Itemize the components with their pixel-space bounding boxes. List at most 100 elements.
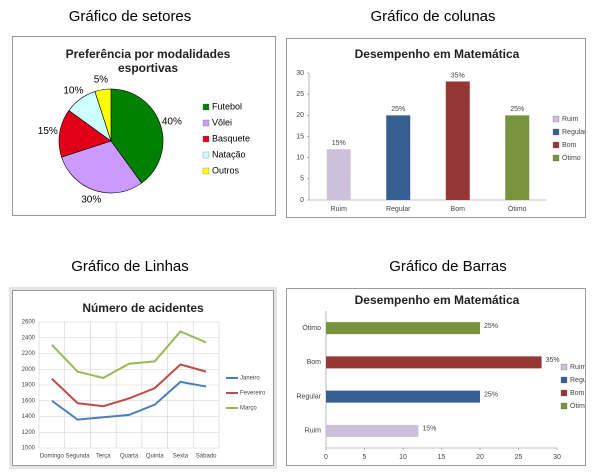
y-tick-label: 25 [296,91,304,98]
legend-label: Janeiro [240,376,260,382]
legend-swatch [560,376,568,384]
legend-label: Ótimo [570,401,585,410]
pie-slice [110,88,164,184]
legend-label: Futebol [212,101,242,111]
slice-label: 30% [81,195,101,206]
x-tick-label: 20 [476,454,484,461]
x-tick-label: 5 [363,454,367,461]
bar-label: 15% [332,140,346,147]
x-tick-label: Ruim [331,206,348,213]
y-tick-label: Bom [307,359,322,366]
x-tick-label: 25 [515,454,523,461]
legend-label: Regular [562,129,585,136]
y-tick-label: 1600 [22,398,36,404]
slice-label: 15% [38,126,58,137]
chart: 0 5 10 15 20 25 30 15% Ruim 25% Regular 35% Bom 25% Ót… [296,311,585,461]
pie-slice [58,110,112,158]
chart: 0 5 10 15 20 25 30 15% Ruim 25% Regular 35% Bom 25% Ót… [296,70,585,213]
y-tick-label: 1800 [22,383,36,389]
bar [326,322,480,335]
legend-swatch [552,141,560,149]
bar [445,81,470,200]
y-tick-label: 10 [296,155,304,162]
legend-label: Fevereiro [240,391,266,397]
y-tick-label: 20 [296,112,304,119]
pie-slice [61,140,142,194]
x-tick-label: Segunda [66,454,91,460]
y-tick-label: 5 [300,176,304,183]
legend-label: Ruim [570,364,585,371]
bar [505,115,530,200]
legend-swatch [202,103,210,111]
panel-caption: Gráfico de Barras [389,258,507,275]
y-tick-label: 1400 [22,414,36,420]
legend-swatch [202,135,210,143]
bar-label: 25% [484,323,498,330]
legend-label: Natação [212,149,246,159]
y-tick-label: 15 [296,133,304,140]
slice-label: 40% [162,116,182,127]
y-tick-label: 2600 [22,320,36,326]
legend-label: Regular [570,377,585,384]
legend-label: Bom [570,390,585,397]
x-tick-label: 30 [553,454,561,461]
chart-title: Preferência por modalidades esportivas [65,47,231,75]
chart-title: Número de acidentes [82,301,204,315]
y-tick-label: Ruim [305,428,322,435]
bar [326,356,542,369]
legend-label: Outros [212,165,240,175]
bar [386,115,411,200]
legend-swatch [552,154,560,162]
legend-swatch [202,167,210,175]
bar [326,149,351,200]
legend-label: Março [240,406,257,412]
bar-label: 25% [391,106,405,113]
legend-swatch [560,402,568,410]
x-tick-label: 10 [399,454,407,461]
x-tick-label: Ótimo [508,204,527,213]
pie-slice [94,88,112,142]
y-tick-label: 30 [296,70,304,77]
x-tick-label: Quarta [120,454,139,460]
bar [326,424,419,437]
chart-panel: 0 5 10 15 20 25 30 15% Ruim 25% Regular 35% Bom 25% Ót… [286,38,586,218]
bar-label: 25% [484,391,498,398]
panel-caption: Gráfico de setores [68,8,192,25]
bar-label: 15% [422,426,436,433]
y-tick-label: 1200 [22,430,36,436]
y-tick-label: 1000 [22,446,36,452]
legend-swatch [560,389,568,397]
legend-label: Ótimo [562,153,581,162]
legend-swatch [552,115,560,123]
bar [326,390,480,403]
chart-panel: 1000 1200 1400 1600 1800 2000 2200 2400 2600 Domi… [12,290,274,466]
legend-label: Vôlei [212,117,232,127]
panel-caption: Gráfico de colunas [370,8,496,25]
x-tick-label: Sexta [173,454,189,460]
y-tick-label: 0 [300,197,304,204]
legend-swatch [202,151,210,159]
x-tick-label: Regular [386,206,411,213]
chart-panel: 0 5 10 15 20 25 30 15% Ruim 25% Regular 35% Bom 25% Ót… [286,288,586,466]
x-tick-label: 15 [438,454,446,461]
x-tick-label: Domingo [40,454,65,460]
bar-label: 25% [510,106,524,113]
x-tick-label: Terça [96,454,111,460]
x-tick-label: Quinta [146,454,164,460]
y-tick-label: 2200 [22,351,36,357]
chart: 1000 1200 1400 1600 1800 2000 2200 2400 2600 Domi… [22,320,266,460]
legend-label: Basquete [212,133,250,143]
slice-label: 5% [94,74,109,85]
line-series [51,363,207,408]
bar-label: 35% [546,357,560,364]
line-series [51,330,207,379]
legend-swatch [202,119,210,127]
y-tick-label: Regular [296,393,321,400]
slice-label: 10% [63,85,83,96]
legend-swatch [560,363,568,371]
bar-label: 35% [451,72,465,79]
chart-panel: 40% 30% 15% 10% 5% Futebol Vôlei Basquete Nataçã… [12,36,276,216]
chart-title: Desempenho em Matemática [354,47,520,61]
x-tick-label: Sábado [196,454,217,460]
